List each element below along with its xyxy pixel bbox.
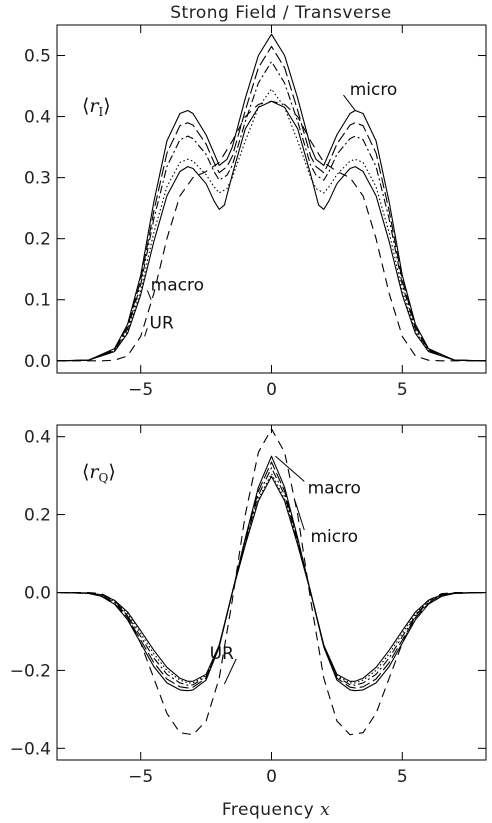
y-tick-label: −0.4 bbox=[10, 739, 51, 759]
panel-label-part: ⟩ bbox=[103, 95, 110, 117]
panel-label-part: r bbox=[89, 95, 100, 117]
chart-title: Strong Field / Transverse bbox=[170, 3, 391, 23]
annotation-pointer-macro bbox=[275, 455, 305, 482]
y-tick-label: 0.3 bbox=[24, 169, 51, 189]
x-axis-label-text: Frequency bbox=[222, 800, 320, 820]
x-tick-label: −5 bbox=[128, 380, 153, 400]
x-axis-label: Frequency x bbox=[222, 800, 330, 820]
panel-label: ⟨rQ⟩ bbox=[82, 461, 116, 485]
annotation-ur: UR bbox=[150, 313, 174, 333]
y-tick-label: 0.4 bbox=[24, 108, 51, 128]
y-tick-label: 0.1 bbox=[24, 291, 51, 311]
y-tick-label: 0.2 bbox=[24, 506, 51, 526]
panel-label-part: Q bbox=[99, 471, 109, 485]
series-line-4-solid bbox=[56, 475, 487, 682]
annotation-macro: macro bbox=[151, 275, 204, 295]
x-tick-label: 0 bbox=[266, 380, 277, 400]
panel-label: ⟨rI⟩ bbox=[82, 95, 111, 119]
series-line-1-long-dash bbox=[56, 45, 487, 362]
panel-label-part: ⟩ bbox=[108, 461, 115, 483]
x-axis-label-variable: x bbox=[320, 800, 330, 820]
plot-frame bbox=[56, 424, 487, 761]
y-tick-label: 0.0 bbox=[24, 584, 51, 604]
annotation-pointer-ur bbox=[144, 328, 148, 337]
series-line-5-dash bbox=[57, 428, 486, 736]
panel-stokes-q: −0.4 −0.2 0.0 0.2 0.4 −5 0 5 macro micro UR ⟨rQ⟩ bbox=[10, 424, 487, 787]
series-line-0-solid bbox=[56, 455, 487, 692]
series-line-3-dotted bbox=[56, 88, 487, 362]
annotation-micro: micro bbox=[310, 527, 358, 547]
x-tick-label: 5 bbox=[397, 380, 408, 400]
series-line-4-solid bbox=[56, 100, 487, 362]
panel-label-part: r bbox=[89, 461, 100, 483]
annotation-micro: micro bbox=[350, 80, 398, 100]
y-tick-label: 0.4 bbox=[24, 428, 51, 448]
series-line-1-long-dash bbox=[56, 461, 487, 689]
panel-label-part: ⟨ bbox=[82, 95, 89, 117]
x-tick-label: 0 bbox=[266, 767, 277, 787]
series-line-2-dash-dot bbox=[56, 467, 487, 686]
series-line-2-dash-dot bbox=[56, 61, 487, 362]
annotation-pointer-micro bbox=[343, 94, 356, 111]
annotation-pointer-micro bbox=[294, 500, 305, 531]
panel-label-part: I bbox=[99, 105, 104, 119]
annotation-pointer-ur bbox=[223, 658, 237, 685]
y-tick-label: −0.2 bbox=[10, 661, 51, 681]
annotation-macro: macro bbox=[308, 478, 361, 498]
x-tick-label: −5 bbox=[128, 767, 153, 787]
annotation-ur: UR bbox=[210, 644, 234, 664]
x-tick-label: 5 bbox=[397, 767, 408, 787]
panel-label-part: ⟨ bbox=[82, 461, 89, 483]
series-line-0-solid bbox=[56, 33, 487, 362]
y-tick-label: 0.5 bbox=[24, 47, 51, 67]
panel-intensity: 0.0 0.1 0.2 0.3 0.4 0.5 −5 0 5 micro macro UR ⟨rI⟩ bbox=[24, 24, 487, 400]
series-line-5-dash bbox=[57, 100, 486, 362]
y-tick-label: 0.2 bbox=[24, 230, 51, 250]
series-line-3-dotted bbox=[56, 473, 487, 684]
y-tick-label: 0.0 bbox=[24, 352, 51, 372]
annotation-pointer-macro bbox=[146, 290, 152, 300]
plot-frame bbox=[56, 24, 487, 374]
